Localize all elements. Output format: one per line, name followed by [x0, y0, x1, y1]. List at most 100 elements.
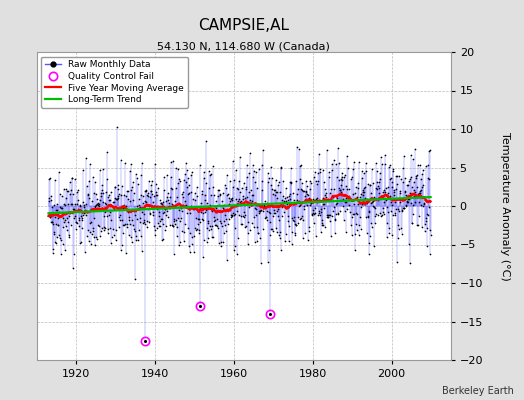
Point — [368, 166, 377, 172]
Point — [227, 194, 236, 201]
Point — [346, 209, 354, 215]
Point — [311, 210, 319, 216]
Point — [104, 226, 112, 232]
Point — [392, 181, 401, 188]
Point — [258, 208, 267, 214]
Point — [68, 209, 77, 215]
Point — [88, 206, 96, 212]
Point — [74, 223, 83, 230]
Point — [139, 210, 148, 217]
Point — [348, 174, 356, 180]
Point — [222, 192, 231, 198]
Point — [253, 238, 261, 244]
Point — [269, 228, 277, 234]
Point — [297, 186, 305, 192]
Point — [171, 164, 180, 171]
Point — [167, 184, 175, 191]
Point — [200, 168, 209, 175]
Point — [312, 232, 321, 239]
Point — [201, 197, 210, 204]
Point — [385, 193, 394, 200]
Point — [193, 216, 202, 222]
Point — [136, 214, 145, 221]
Point — [323, 212, 332, 218]
Point — [103, 194, 112, 200]
Point — [114, 193, 123, 199]
Point — [376, 210, 384, 216]
Point — [194, 221, 202, 228]
Point — [93, 201, 102, 207]
Point — [330, 186, 338, 192]
Point — [209, 234, 217, 240]
Point — [246, 227, 254, 233]
Point — [256, 208, 265, 214]
Point — [92, 234, 101, 240]
Point — [268, 186, 276, 192]
Point — [311, 196, 320, 202]
Point — [319, 195, 327, 202]
Point — [161, 212, 170, 218]
Point — [191, 190, 199, 196]
Point — [242, 184, 250, 190]
Point — [367, 189, 375, 196]
Point — [233, 250, 242, 257]
Point — [159, 210, 167, 216]
Point — [77, 208, 85, 214]
Point — [241, 194, 249, 201]
Point — [228, 197, 237, 203]
Point — [247, 192, 256, 198]
Point — [195, 230, 203, 236]
Point — [154, 184, 162, 191]
Point — [200, 237, 208, 243]
Point — [253, 184, 261, 191]
Point — [156, 223, 165, 230]
Point — [57, 237, 65, 244]
Point — [420, 200, 428, 206]
Point — [95, 223, 104, 229]
Point — [427, 232, 435, 238]
Point — [398, 165, 407, 172]
Point — [61, 217, 70, 223]
Point — [328, 161, 336, 168]
Point — [108, 226, 117, 232]
Point — [368, 199, 376, 205]
Point — [249, 213, 258, 220]
Point — [55, 232, 63, 238]
Point — [302, 177, 311, 184]
Point — [361, 194, 369, 201]
Point — [103, 148, 112, 155]
Point — [116, 205, 125, 211]
Point — [294, 198, 303, 205]
Point — [136, 204, 144, 211]
Point — [177, 204, 185, 210]
Point — [401, 192, 410, 199]
Point — [117, 192, 126, 198]
Point — [178, 202, 187, 208]
Point — [411, 198, 420, 205]
Point — [196, 206, 205, 213]
Point — [396, 199, 404, 205]
Point — [399, 205, 408, 212]
Point — [315, 208, 323, 214]
Point — [170, 221, 179, 228]
Point — [309, 210, 317, 216]
Point — [327, 232, 335, 239]
Point — [340, 192, 348, 198]
Point — [286, 196, 294, 202]
Point — [81, 155, 90, 161]
Point — [345, 193, 353, 200]
Point — [93, 236, 101, 242]
Point — [352, 221, 360, 228]
Point — [289, 197, 298, 204]
Point — [424, 212, 432, 218]
Point — [99, 166, 107, 173]
Point — [53, 222, 62, 228]
Point — [77, 238, 85, 245]
Point — [230, 177, 238, 184]
Point — [45, 195, 53, 201]
Point — [322, 194, 331, 200]
Point — [373, 186, 381, 192]
Point — [117, 247, 125, 253]
Point — [307, 180, 315, 187]
Point — [80, 202, 88, 209]
